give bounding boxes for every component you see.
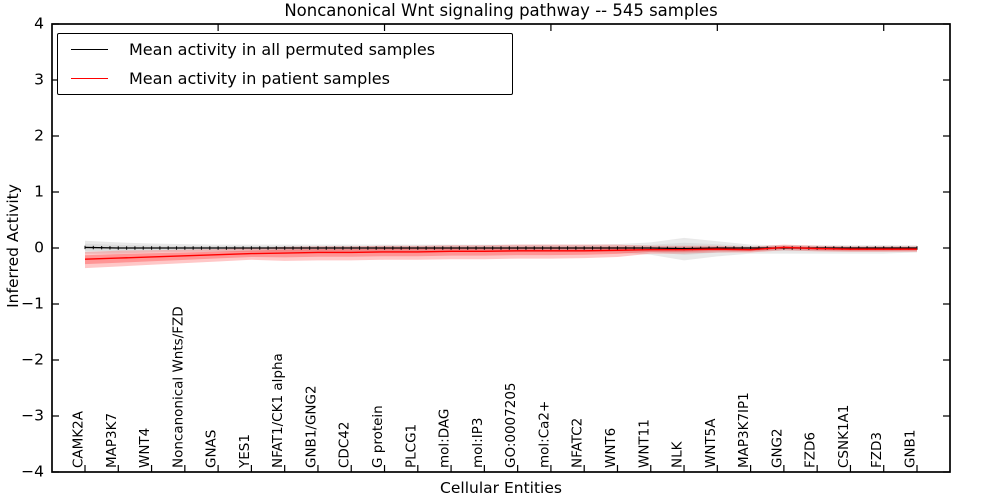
x-tick-label: CDC42 (337, 422, 353, 468)
legend: Mean activity in all permuted samples Me… (57, 33, 513, 95)
y-tick-label: −4 (21, 462, 44, 481)
x-tick-label: CAMK2A (71, 410, 87, 468)
x-tick-label: MAP3K7IP1 (736, 392, 752, 468)
x-tick-label: GNG2 (769, 428, 785, 468)
patient-line-sample-icon (71, 78, 108, 80)
x-tick-label: GNB1/GNG2 (303, 385, 319, 468)
x-tick-label: NFAT1/CK1 alpha (270, 353, 286, 468)
y-tick-label: 3 (34, 70, 44, 89)
y-tick-label: −2 (21, 350, 44, 369)
x-tick-label: GNB1 (903, 430, 919, 468)
patient-band-inner (85, 245, 917, 265)
chart-title: Noncanonical Wnt signaling pathway -- 54… (284, 1, 718, 20)
x-tick-label: NLK (670, 440, 686, 468)
y-tick-label: 4 (34, 14, 44, 33)
x-axis-label: Cellular Entities (440, 479, 562, 497)
y-tick-label: −1 (21, 294, 44, 313)
permuted-line-sample-icon (71, 48, 108, 50)
x-tick-label: WNT11 (636, 419, 652, 468)
legend-label: Mean activity in all permuted samples (129, 39, 436, 59)
x-tick-label: MAP3K7 (104, 413, 120, 468)
x-tick-label: PLCG1 (403, 424, 419, 468)
y-tick-label: 1 (34, 182, 44, 201)
x-tick-label: WNT4 (137, 428, 153, 468)
x-tick-label: mol:IP3 (470, 418, 486, 468)
x-tick-label: WNT5A (703, 418, 719, 468)
x-tick-label: mol:DAG (437, 409, 453, 468)
x-tick-label: FZD6 (803, 432, 819, 468)
x-tick-label: G protein (370, 405, 386, 468)
x-tick-label: NFATC2 (570, 418, 586, 468)
axis-ticks (52, 23, 950, 473)
x-tick-label: YES1 (237, 434, 253, 469)
y-tick-label: −3 (21, 406, 44, 425)
patient-mean-line (84, 246, 917, 260)
x-tick-label: FZD3 (869, 432, 885, 468)
x-tick-label: CSNK1A1 (836, 405, 852, 468)
y-axis-label: Inferred Activity (4, 184, 22, 308)
x-tick-label: mol:Ca2+ (536, 401, 552, 468)
patient-band-outer (85, 244, 917, 269)
legend-entry-permuted: Mean activity in all permuted samples (58, 35, 512, 63)
legend-label: Mean activity in patient samples (129, 69, 390, 89)
y-tick-label: 2 (34, 126, 44, 145)
x-tick-label: WNT6 (603, 428, 619, 468)
x-tick-label: GO:0007205 (503, 382, 519, 468)
legend-entry-patient: Mean activity in patient samples (58, 65, 512, 93)
x-tick-label: Noncanonical Wnts/FZD (170, 306, 186, 468)
y-tick-label: 0 (34, 238, 44, 257)
x-tick-label: GNAS (204, 430, 220, 468)
